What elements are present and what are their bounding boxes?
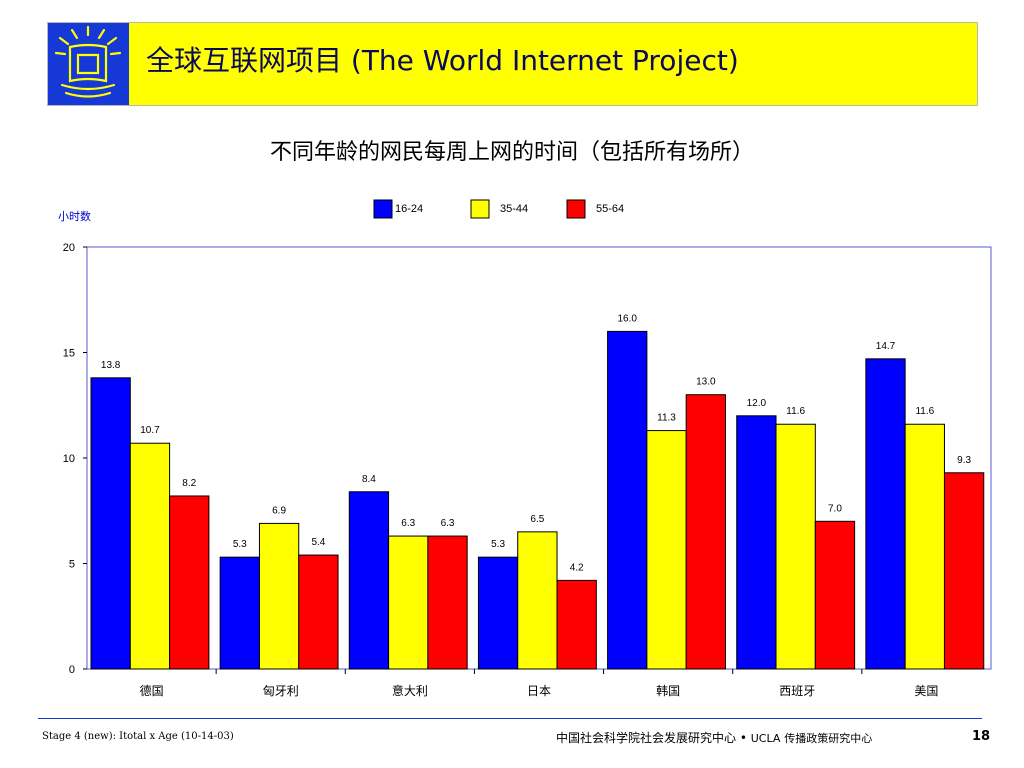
- legend-label: 16-24: [395, 203, 423, 215]
- data-label: 5.3: [491, 539, 505, 550]
- header-bar: [129, 23, 977, 105]
- footer-ucla-cn: 传播政策研究中心: [784, 732, 873, 745]
- bar: [169, 495, 210, 670]
- bar: [427, 535, 468, 670]
- data-label: 13.8: [101, 360, 121, 371]
- bar: [685, 394, 726, 670]
- bar: [219, 556, 260, 670]
- footer-stage-note: Stage 4 (new): Itotal x Age (10-14-03): [42, 731, 234, 742]
- footer-divider: [38, 718, 982, 719]
- legend-swatch: [566, 199, 586, 219]
- x-tick-label: 意大利: [392, 683, 428, 698]
- logo: [48, 23, 129, 105]
- bar: [388, 535, 429, 670]
- bar: [348, 491, 390, 670]
- page-number: 18: [972, 729, 991, 744]
- bar: [904, 423, 945, 670]
- y-tick-label: 0: [69, 664, 75, 676]
- bar: [736, 415, 777, 670]
- bar: [814, 520, 856, 670]
- footer-credits: 中国社会科学院社会发展研究中心 • UCLA 传播政策研究中心: [556, 729, 872, 746]
- data-label: 6.9: [272, 505, 286, 516]
- x-tick-label: 韩国: [656, 683, 680, 698]
- wip-logo-icon: [54, 25, 122, 98]
- data-label: 5.3: [233, 539, 247, 550]
- y-tick-label: 5: [69, 559, 75, 571]
- chart-title: 不同年龄的网民每周上网的时间（包括所有场所）: [0, 134, 1024, 166]
- data-label: 5.4: [311, 537, 325, 548]
- data-label: 10.7: [140, 425, 160, 436]
- bar: [646, 430, 687, 670]
- data-label: 12.0: [747, 398, 767, 409]
- bar: [775, 423, 816, 670]
- data-label: 6.3: [401, 518, 415, 529]
- footer-ucla: UCLA: [750, 732, 781, 745]
- bar: [556, 579, 597, 670]
- bar: [129, 442, 171, 670]
- bar: [258, 522, 300, 670]
- page-title: 全球互联网项目 (The World Internet Project): [146, 44, 739, 77]
- bar: [90, 377, 131, 670]
- x-tick-label: 日本: [527, 684, 551, 698]
- footer-separator: •: [739, 731, 747, 745]
- data-label: 9.3: [957, 455, 971, 466]
- legend-label: 35-44: [500, 203, 528, 215]
- data-label: 4.2: [570, 562, 584, 573]
- y-tick-label: 20: [63, 242, 75, 254]
- data-label: 14.7: [876, 341, 896, 352]
- y-tick-label: 10: [63, 453, 75, 465]
- data-label: 16.0: [617, 313, 637, 324]
- data-label: 11.6: [786, 406, 805, 417]
- legend-label: 55-64: [596, 203, 624, 215]
- data-label: 6.3: [441, 518, 455, 529]
- data-label: 11.3: [657, 413, 676, 424]
- y-tick-label: 15: [63, 348, 75, 360]
- chart-title-main: 不同年龄的网民每周上网的时间: [269, 140, 578, 165]
- data-label: 11.6: [915, 406, 934, 417]
- data-label: 8.2: [182, 478, 196, 489]
- data-label: 6.5: [530, 514, 544, 525]
- bar: [477, 556, 519, 670]
- legend-swatch: [373, 199, 393, 219]
- bar: [865, 358, 906, 670]
- x-tick-label: 德国: [140, 683, 164, 698]
- bar-chart: 0 5 10 15 20 小时数 16-24 35-44 55-64 13.8 10.7 8.2 德国 5…: [58, 199, 992, 698]
- data-label: 8.4: [362, 474, 376, 485]
- bar: [607, 330, 648, 670]
- x-tick-label: 美国: [914, 684, 938, 698]
- chart-title-paren: （包括所有场所）: [578, 140, 755, 165]
- bar: [517, 531, 558, 670]
- data-label: 7.0: [828, 503, 842, 514]
- header-banner: 全球互联网项目 (The World Internet Project): [47, 22, 978, 106]
- x-tick-label: 西班牙: [779, 684, 815, 698]
- data-label: 13.0: [696, 377, 716, 388]
- y-axis-label: 小时数: [58, 210, 91, 223]
- bar: [943, 472, 985, 670]
- legend-swatch: [470, 199, 490, 219]
- x-tick-label: 匈牙利: [263, 684, 299, 698]
- footer-org-cn: 中国社会科学院社会发展研究中心: [556, 731, 737, 745]
- bar: [298, 554, 339, 670]
